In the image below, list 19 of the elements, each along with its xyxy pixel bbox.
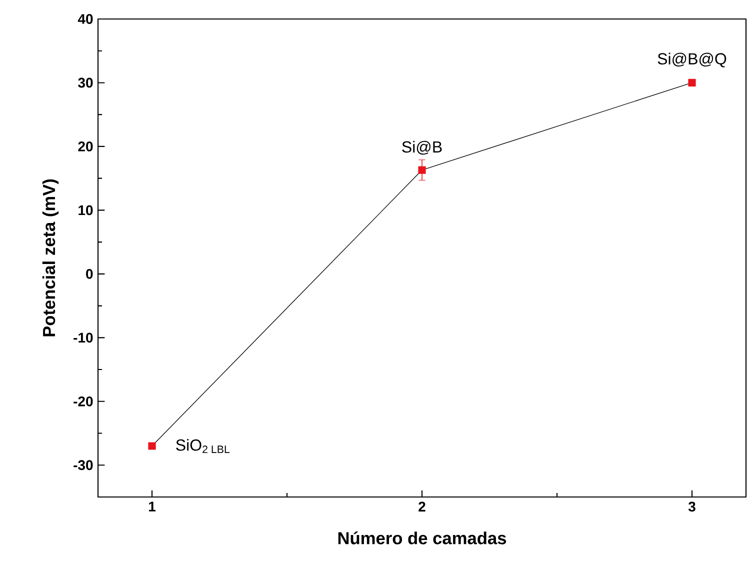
point	[688, 78, 696, 87]
annotation: Si@B	[402, 140, 442, 155]
y-tick-label: 40	[78, 14, 93, 24]
x-tick-label: 2	[418, 502, 426, 512]
y-axis-title: Potencial zeta (mV)	[42, 179, 59, 336]
y-tick-label: 0	[86, 268, 93, 279]
annotation: Si@B@Q	[658, 52, 726, 68]
y-tick-label: -30	[74, 460, 93, 470]
x-tick-label: 1	[148, 502, 156, 512]
point	[418, 166, 426, 174]
point	[148, 442, 156, 450]
y-tick-label: -10	[74, 332, 93, 343]
y-tick-label: 20	[78, 142, 93, 152]
y-tick-label: 30	[78, 78, 93, 88]
x-tick-label: 3	[688, 502, 696, 512]
annotation: SiO$_{2 LBL}$	[176, 439, 230, 453]
y-tick-label: 10	[78, 205, 93, 216]
x-axis-title: Número de camadas	[338, 531, 506, 544]
y-tick-label: -20	[74, 396, 93, 406]
